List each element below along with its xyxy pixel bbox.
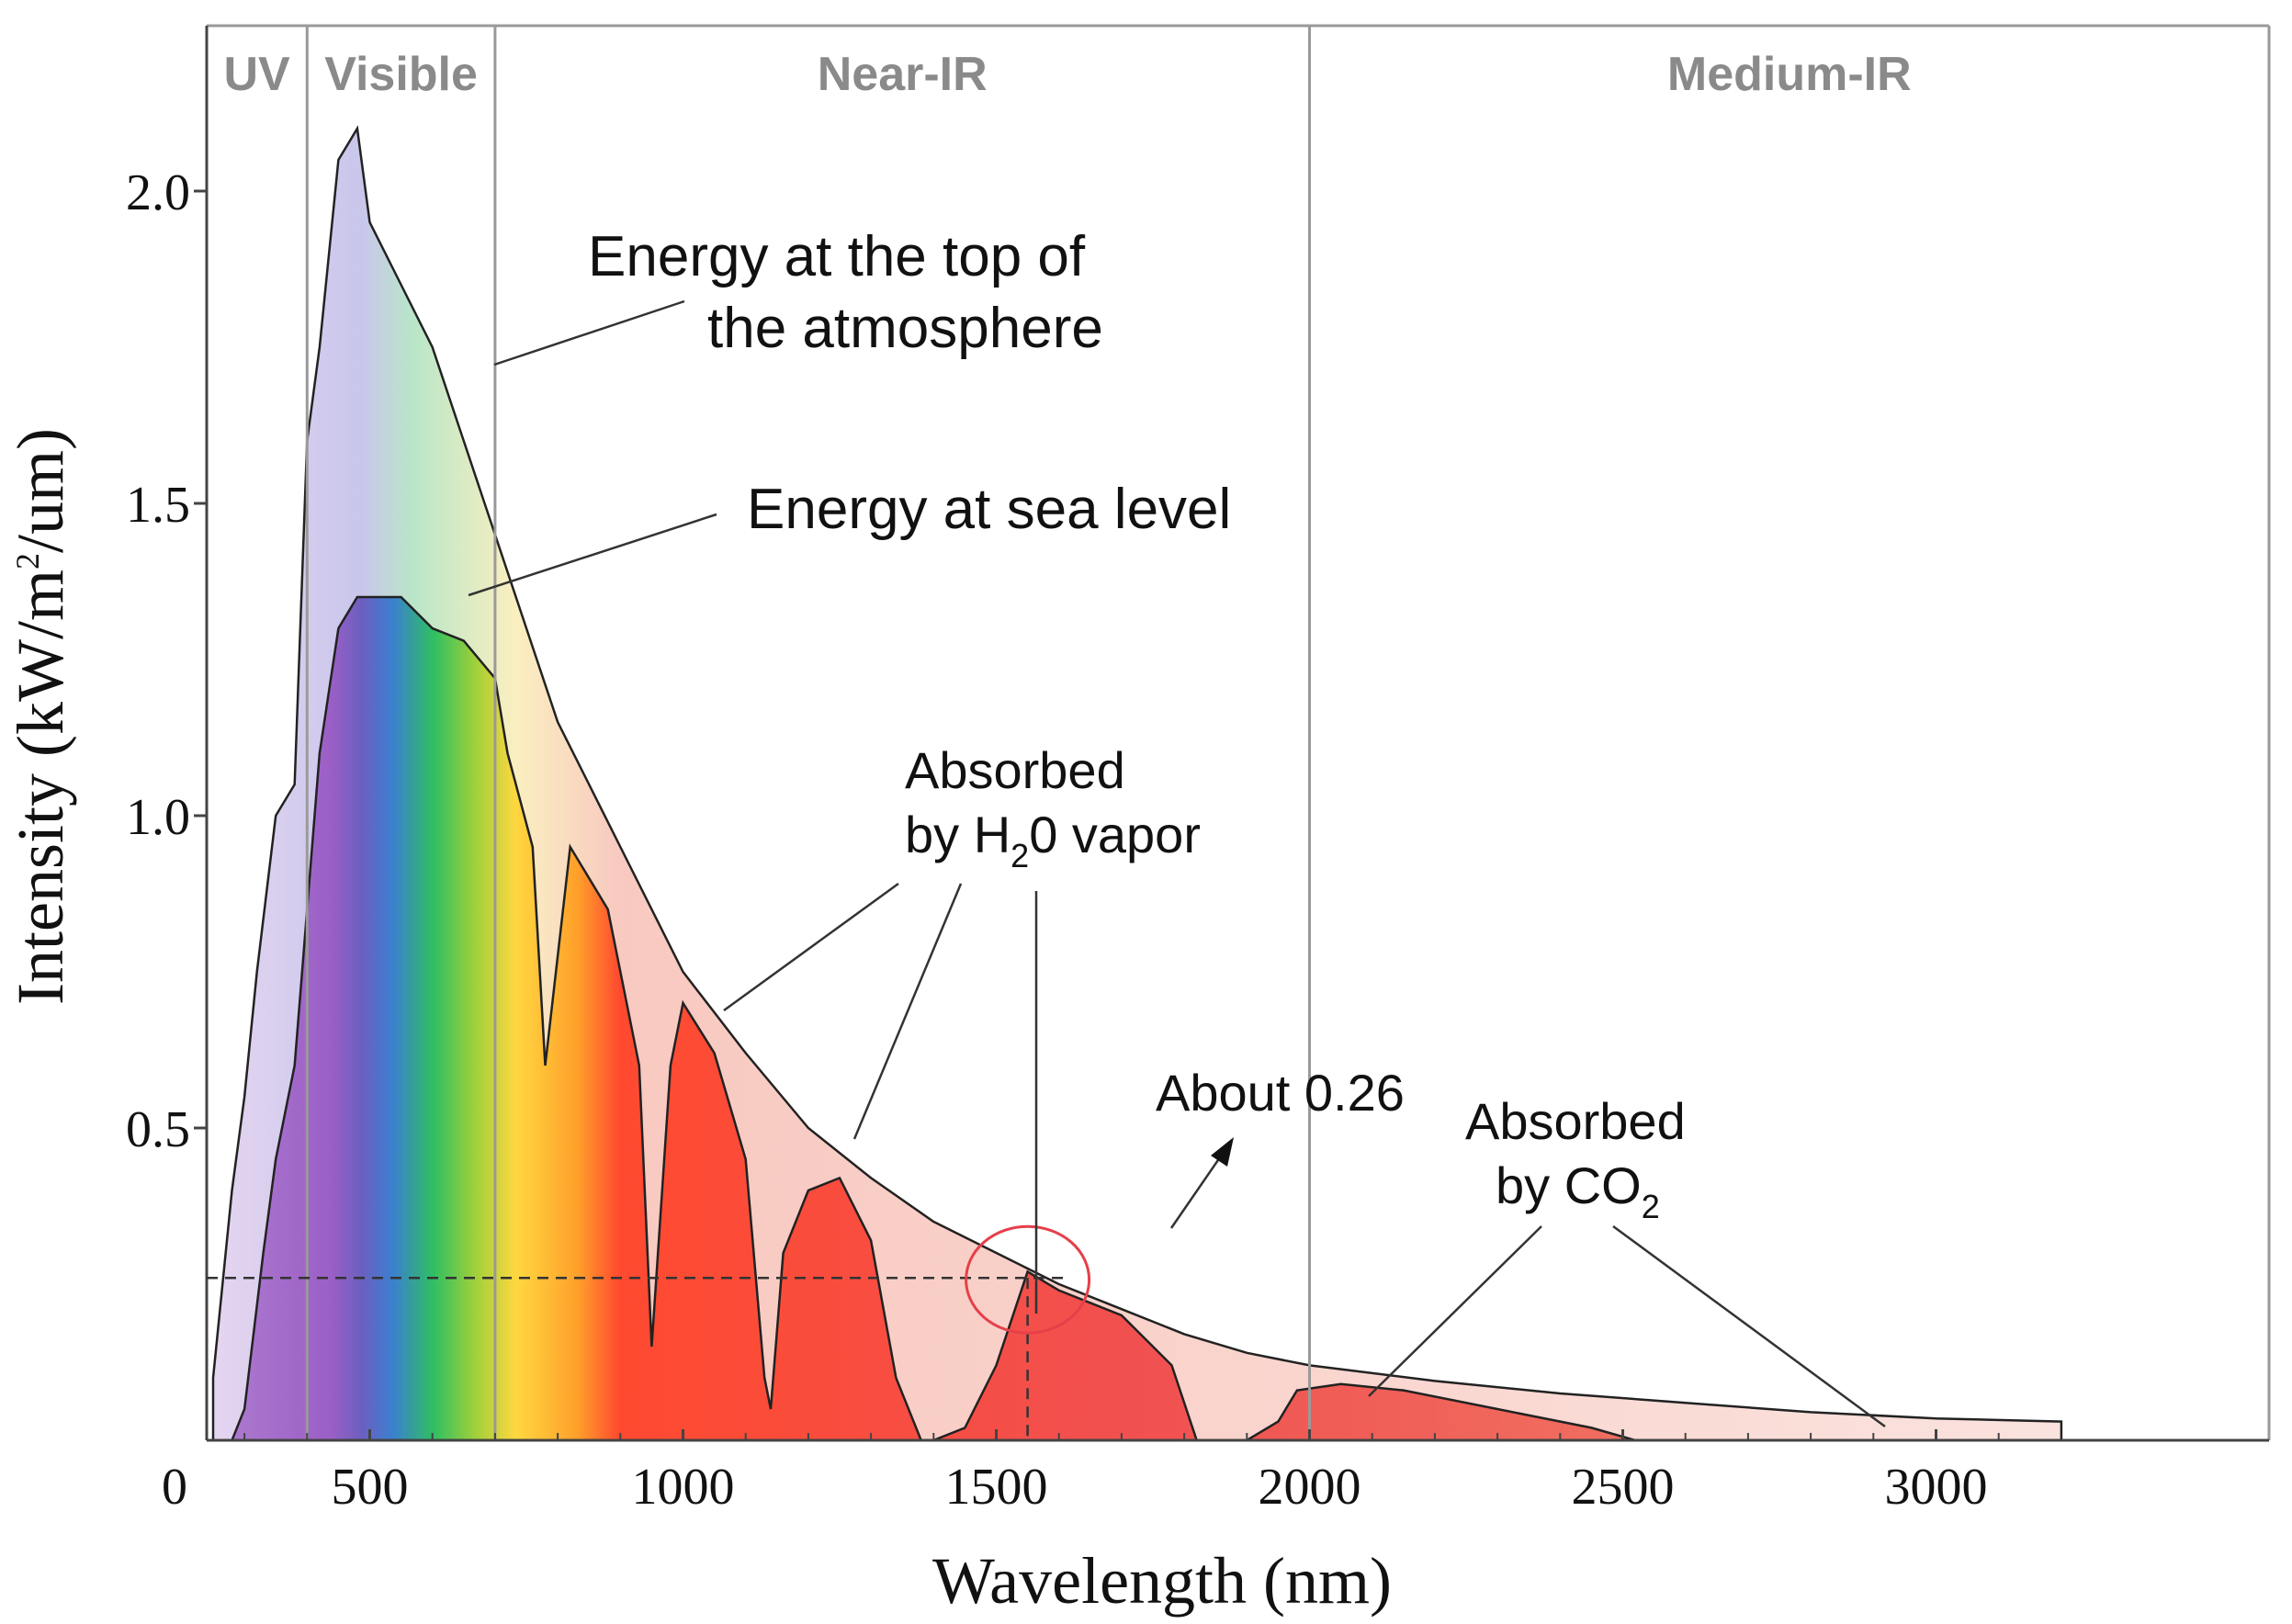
reference-circle (965, 1224, 1091, 1335)
annotation-h2o-line2a: by H (905, 806, 1011, 863)
x-origin-label: 0 (162, 1459, 187, 1516)
x-axis-title: Wavelength (nm) (932, 1544, 1392, 1618)
region-label-visible: Visible (324, 48, 478, 101)
leader-about (1169, 1156, 1222, 1229)
y-tick-label: 1.0 (126, 789, 190, 846)
leader-co2-2 (1612, 1224, 1886, 1428)
annotation-co2: Absorbed by CO2 (1465, 1092, 1699, 1225)
y-tick-label: 2.0 (126, 164, 190, 221)
x-tick-label: 3000 (1885, 1459, 1988, 1516)
x-tick-label: 500 (332, 1459, 409, 1516)
region-label-uv: UV (223, 48, 290, 101)
spectrum-regions: UV Visible Near-IR Medium-IR (223, 26, 1912, 1440)
annotation-toa-line2: the atmosphere (707, 297, 1103, 360)
x-tick-label: 1500 (945, 1459, 1048, 1516)
annotation-h2o: Absorbed by H20 vapor (905, 741, 1201, 874)
leader-co2-1 (1368, 1225, 1542, 1397)
annotation-co2-line1: Absorbed (1465, 1092, 1686, 1150)
leader-h2o-1 (723, 882, 899, 1012)
y-axis-title-main: Intensity (kW/m (4, 570, 77, 1005)
x-tick-label: 2500 (1572, 1459, 1675, 1516)
annotation-h2o-line2b: 0 vapor (1029, 806, 1201, 863)
region-label-medium-ir: Medium-IR (1667, 48, 1912, 101)
y-axis-title-rest: /um) (4, 428, 77, 553)
about-arrowhead (1211, 1137, 1234, 1167)
annotation-toa-line1: Energy at the top of (588, 225, 1086, 288)
annotation-leaders (468, 299, 1886, 1428)
x-axis-ticks: 500 1000 1500 2000 2500 3000 (243, 1429, 2000, 1516)
leader-sea-level (468, 513, 717, 597)
y-tick-label: 0.5 (126, 1101, 190, 1158)
x-tick-label: 1000 (632, 1459, 735, 1516)
leader-h2o-2 (852, 883, 963, 1140)
region-label-near-ir: Near-IR (818, 48, 988, 101)
annotation-co2-sub: 2 (1642, 1188, 1660, 1225)
y-axis-title-superscript: 2 (9, 553, 46, 570)
y-axis-ticks: 0.5 1.0 1.5 2.0 (126, 164, 207, 1158)
x-tick-label: 2000 (1259, 1459, 1361, 1516)
annotation-h2o-line1: Absorbed (905, 741, 1125, 799)
y-tick-label: 1.5 (126, 477, 190, 534)
annotation-co2-line2a: by CO (1496, 1156, 1642, 1214)
leader-top-of-atmosphere (493, 299, 685, 367)
annotation-sea-level: Energy at sea level (747, 478, 1231, 541)
annotation-h2o-sub: 2 (1011, 837, 1029, 874)
annotation-about: About 0.26 (1156, 1064, 1405, 1122)
y-axis-title: Intensity (kW/m2/um) (4, 428, 77, 1005)
annotation-top-of-atmosphere: Energy at the top of the atmosphere (588, 225, 1103, 360)
